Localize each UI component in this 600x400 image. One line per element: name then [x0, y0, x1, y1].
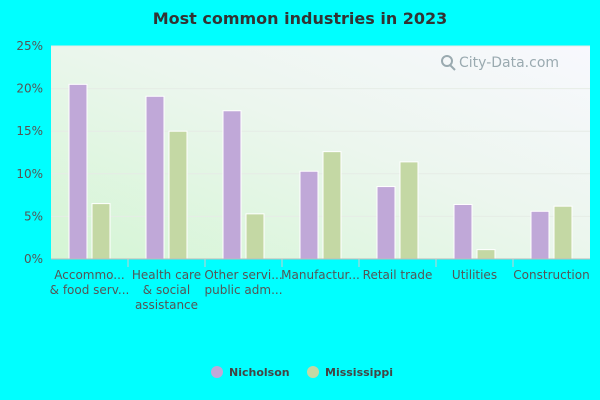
x-category-label-line: & social: [143, 283, 190, 297]
y-tick-label: 5%: [24, 209, 43, 223]
watermark-text: City-Data.com: [459, 55, 559, 71]
y-tick-label: 25%: [16, 39, 43, 53]
bars: [68, 83, 573, 260]
bar-mississippi-2: [245, 213, 265, 260]
plot-area: [51, 46, 590, 259]
x-category-label-line: & food serv...: [50, 283, 130, 297]
x-category-label: Health care & social assistance: [132, 268, 201, 312]
legend-label-nicholson: Nicholson: [229, 366, 290, 379]
bar-nicholson-3: [299, 170, 319, 260]
x-category-label-line: Manufactur...: [281, 268, 360, 282]
bar-mississippi-0: [91, 203, 111, 260]
bar-nicholson-5: [453, 203, 473, 260]
bar-nicholson-4: [376, 186, 396, 260]
bar-mississippi-4: [399, 161, 419, 260]
x-axis: Accommo... & food serv...Health care & soc…: [50, 258, 590, 312]
legend-swatch-nicholson: [211, 366, 223, 378]
x-category-label: Construction: [513, 268, 589, 282]
legend-label-mississippi: Mississippi: [325, 366, 393, 379]
bar-nicholson-0: [68, 83, 88, 260]
bar-mississippi-1: [168, 130, 188, 260]
bar-mississippi-3: [322, 151, 342, 260]
magnifier-icon: [441, 55, 456, 71]
bar-mississippi-5: [476, 249, 496, 260]
chart-title: Most common industries in 2023: [153, 9, 448, 28]
x-category-label-line: Health care: [132, 268, 201, 282]
legend-swatch-mississippi: [307, 366, 319, 378]
x-category-label: Other servi... public adm...: [204, 268, 282, 297]
bar-nicholson-6: [530, 210, 550, 260]
x-category-label: Manufactur...: [281, 268, 360, 282]
x-category-label: Retail trade: [363, 268, 433, 282]
bar-nicholson-1: [145, 95, 165, 260]
legend: Nicholson Mississippi: [211, 366, 393, 379]
x-category-label-line: Accommo...: [54, 268, 125, 282]
x-category-label: Accommo... & food serv...: [50, 268, 130, 297]
x-category-label-line: public adm...: [204, 283, 282, 297]
y-tick-label: 0%: [24, 252, 43, 266]
bar-nicholson-2: [222, 110, 242, 260]
watermark: City-Data.com: [441, 55, 559, 71]
x-category-label-line: Other servi...: [204, 268, 282, 282]
x-category-label-line: Construction: [513, 268, 589, 282]
y-tick-label: 15%: [16, 124, 43, 138]
gridlines: [51, 45, 590, 217]
y-tick-label: 20%: [16, 82, 43, 96]
y-axis: 0% 5% 10% 15% 20% 25%: [16, 39, 43, 266]
x-category-label: Utilities: [452, 268, 497, 282]
bar-mississippi-6: [553, 205, 573, 260]
y-tick-label: 10%: [16, 167, 43, 181]
x-category-label-line: Retail trade: [363, 268, 433, 282]
x-category-label-line: assistance: [135, 298, 198, 312]
x-category-label-line: Utilities: [452, 268, 497, 282]
